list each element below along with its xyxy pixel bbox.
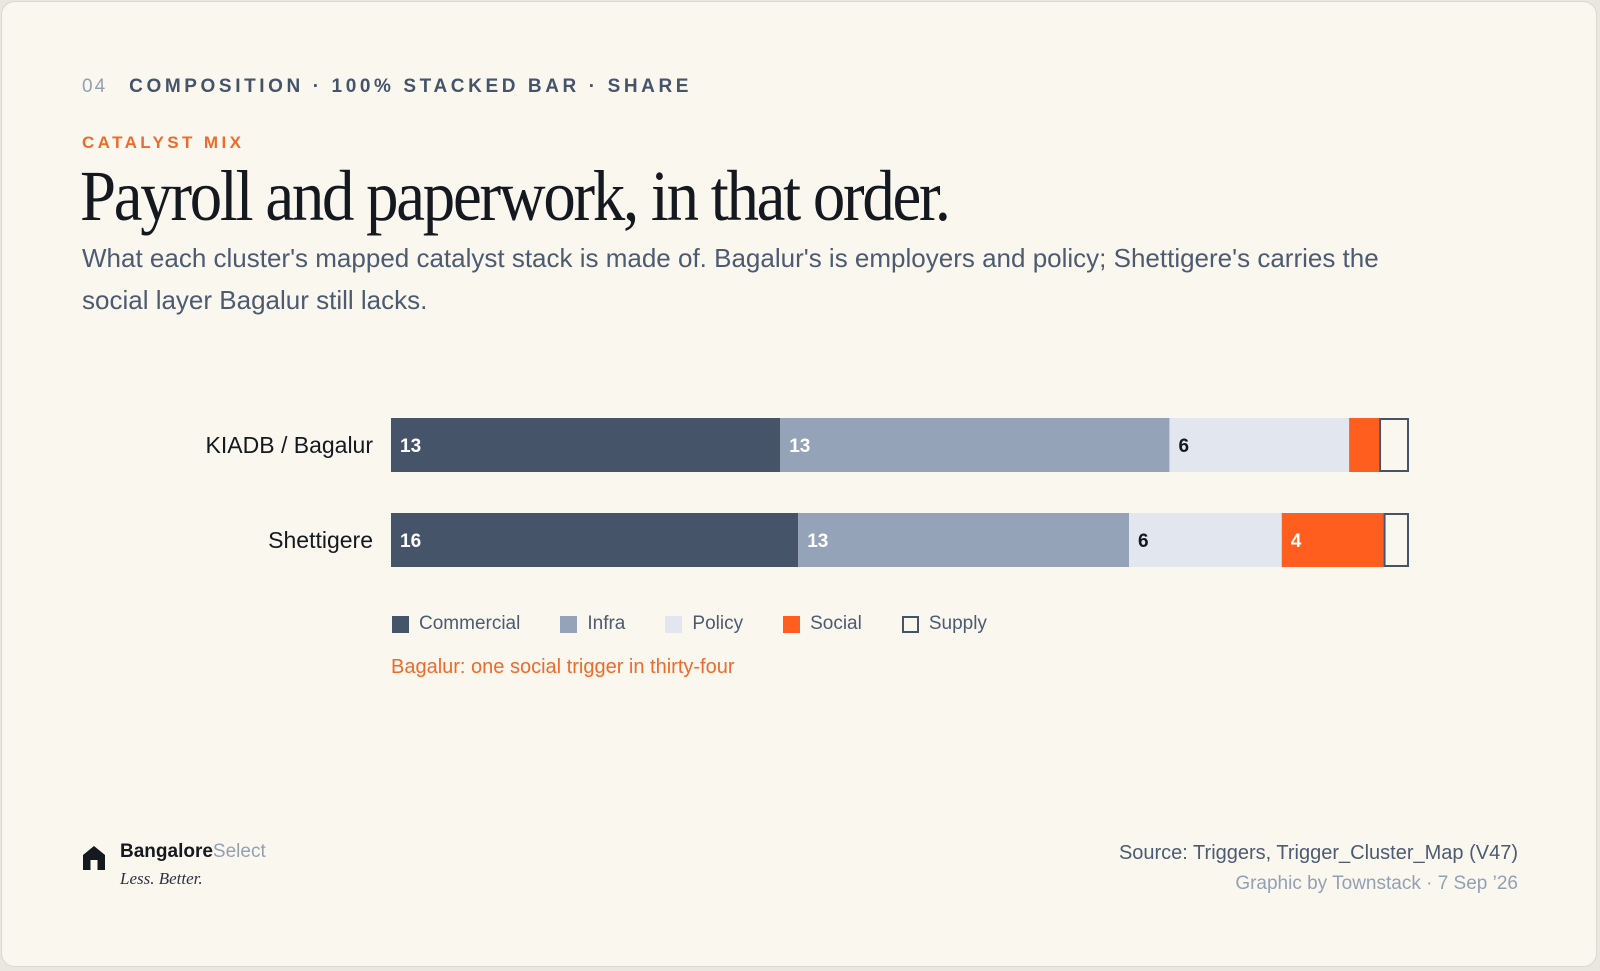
section-label: COMPOSITION · 100% STACKED BAR · SHARE — [129, 76, 693, 97]
chart-title: Payroll and paperwork, in that order. — [80, 156, 951, 236]
bar-segment-shettigere-supply — [1383, 513, 1410, 567]
chart-subtitle: What each cluster's mapped catalyst stac… — [82, 243, 1379, 315]
data-label-shettigere-commercial: 16 — [400, 531, 421, 552]
bar-segment-shettigere-infra — [798, 513, 1130, 567]
legend-label-infra: Infra — [587, 613, 626, 634]
legend-swatch-social — [783, 615, 801, 633]
category-label-shettigere: Shettigere — [268, 527, 373, 553]
data-label-kiadb-bagalur-policy: 6 — [1178, 436, 1189, 457]
bar-segment-kiadb-bagalur-commercial — [391, 418, 781, 472]
house-icon — [83, 846, 105, 870]
bar-segment-kiadb-bagalur-social — [1349, 418, 1380, 472]
legend-label-social: Social — [810, 613, 862, 634]
legend-swatch-infra — [560, 615, 578, 633]
brand-logo: BangaloreSelect Less. Better. — [82, 841, 266, 889]
brand-name: BangaloreSelect — [120, 841, 266, 863]
legend-swatch-supply — [901, 615, 919, 633]
brand-tagline: Less. Better. — [120, 869, 203, 888]
chart-legend: Commercial Infra Policy Social Supply — [392, 612, 987, 636]
section-number: 04 — [82, 76, 108, 97]
source-note: Source: Triggers, Trigger_Cluster_Map (V… — [1118, 842, 1518, 864]
legend-label-supply: Supply — [928, 613, 987, 634]
legend-item-commercial: Commercial — [392, 613, 520, 635]
legend-label-commercial: Commercial — [419, 613, 521, 634]
bar-segment-shettigere-social — [1281, 513, 1384, 567]
footer-credits: Source: Triggers, Trigger_Cluster_Map (V… — [1119, 842, 1518, 895]
legend-item-policy: Policy — [665, 613, 743, 635]
data-label-shettigere-infra: 13 — [807, 531, 828, 552]
legend-label-policy: Policy — [692, 613, 744, 634]
bar-segment-kiadb-bagalur-supply — [1379, 418, 1410, 472]
bar-segment-shettigere-policy — [1129, 513, 1282, 567]
kicker: CATALYST MIX — [82, 133, 245, 152]
bar-segment-kiadb-bagalur-infra — [780, 418, 1170, 472]
data-label-shettigere-policy: 6 — [1138, 531, 1149, 552]
data-label-kiadb-bagalur-commercial: 13 — [400, 436, 421, 457]
graphic-credit: Graphic by Townstack · 7 Sep ’26 — [1235, 873, 1518, 894]
legend-swatch-commercial — [392, 615, 409, 633]
eyebrow: 04 COMPOSITION · 100% STACKED BAR · SHAR… — [82, 75, 692, 99]
legend-swatch-policy — [665, 615, 683, 633]
brand-name-light: Select — [212, 841, 266, 862]
legend-item-social: Social — [783, 613, 862, 635]
bar-segment-shettigere-commercial — [391, 513, 799, 567]
brand-name-bold: Bangalore — [120, 841, 213, 862]
data-label-shettigere-social: 4 — [1291, 531, 1302, 552]
category-label-kiadb-bagalur: KIADB / Bagalur — [206, 432, 374, 458]
legend-item-supply: Supply — [901, 613, 987, 635]
legend-item-infra: Infra — [560, 613, 625, 635]
bar-segment-kiadb-bagalur-policy — [1169, 418, 1350, 472]
chart-annotation: Bagalur: one social trigger in thirty-fo… — [391, 656, 735, 678]
data-label-kiadb-bagalur-infra: 13 — [789, 436, 810, 457]
